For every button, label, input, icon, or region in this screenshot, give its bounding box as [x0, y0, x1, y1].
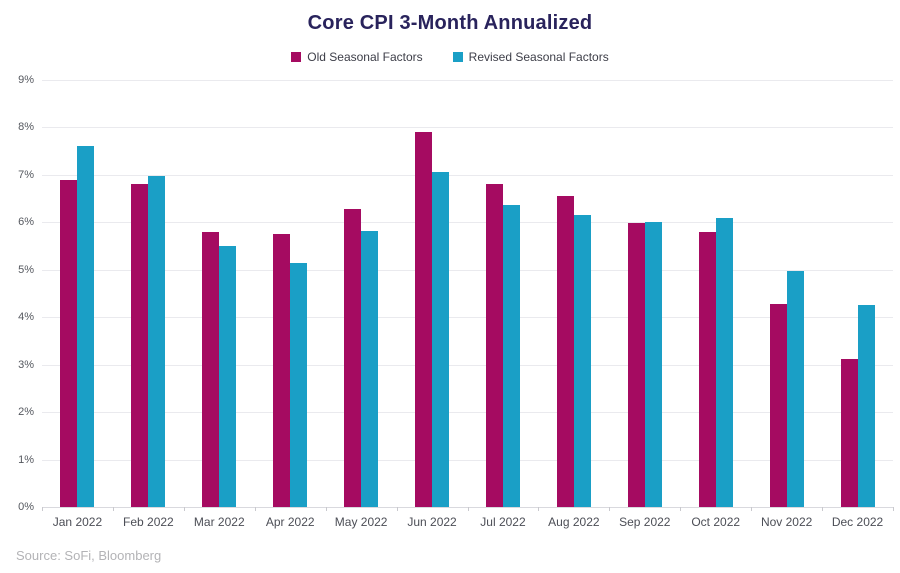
gridline-7pct [42, 174, 893, 176]
y-tick-label: 3% [18, 358, 34, 371]
bar-revised-dec-2022 [857, 305, 875, 507]
gridline-2pct [42, 412, 893, 414]
x-tick-label: Mar 2022 [193, 515, 245, 529]
legend-label: Revised Seasonal Factors [468, 50, 609, 64]
x-tick-label: Jan 2022 [52, 515, 103, 529]
x-tick-mark [112, 507, 114, 511]
bar-old-feb-2022 [131, 184, 149, 507]
bar-revised-oct-2022 [715, 217, 733, 507]
x-tick-label: Aug 2022 [548, 515, 600, 529]
bar-old-dec-2022 [840, 358, 858, 507]
x-tick-mark [396, 507, 398, 511]
bar-old-oct-2022 [698, 231, 716, 507]
x-tick-mark [680, 507, 682, 511]
y-tick-label: 4% [18, 311, 34, 324]
x-tick-label: Jul 2022 [480, 515, 526, 529]
bar-revised-feb-2022 [148, 176, 166, 507]
x-tick-label: Jun 2022 [407, 515, 457, 529]
gridline-6pct [42, 222, 893, 224]
bar-revised-aug-2022 [573, 215, 591, 507]
y-tick-label: 7% [18, 168, 34, 181]
plot-area [42, 80, 893, 508]
y-tick-label: 6% [18, 216, 34, 229]
bar-old-jun-2022 [415, 132, 433, 507]
bar-revised-may-2022 [361, 230, 379, 507]
x-tick-mark [751, 507, 753, 511]
legend-item-old: Old Seasonal Factors [291, 50, 423, 64]
gridline-5pct [42, 269, 893, 271]
x-tick-mark [325, 507, 327, 511]
x-tick-label: Nov 2022 [760, 515, 813, 529]
source-note: Source: SoFi, Bloomberg [16, 548, 162, 563]
x-tick-mark [254, 507, 256, 511]
x-tick-mark [42, 507, 43, 511]
y-tick-label: 9% [18, 74, 34, 86]
y-tick-label: 8% [18, 121, 34, 134]
gridline-4pct [42, 317, 893, 319]
legend-item-revised: Revised Seasonal Factors [452, 50, 609, 64]
bar-revised-jun-2022 [432, 171, 450, 507]
chart-legend: Old Seasonal Factors Revised Seasonal Fac… [0, 50, 900, 64]
x-tick-label: Sep 2022 [619, 515, 671, 529]
bar-revised-apr-2022 [290, 262, 308, 507]
x-tick-mark [893, 507, 894, 511]
x-tick-mark [467, 507, 469, 511]
bar-revised-sep-2022 [644, 222, 662, 507]
legend-swatch-icon [291, 52, 302, 62]
x-tick-label: Feb 2022 [123, 515, 174, 529]
bar-revised-nov-2022 [786, 271, 804, 507]
legend-swatch-icon [452, 52, 463, 62]
bar-old-aug-2022 [556, 196, 574, 507]
bar-revised-jul-2022 [502, 204, 520, 507]
x-tick-mark [609, 507, 611, 511]
bar-old-sep-2022 [627, 223, 645, 507]
y-tick-label: 0% [18, 501, 34, 513]
legend-label: Old Seasonal Factors [307, 50, 423, 64]
y-tick-label: 5% [18, 263, 34, 276]
gridline-3pct [42, 364, 893, 366]
x-tick-label: May 2022 [334, 515, 388, 529]
chart-title: Core CPI 3-Month Annualized [307, 12, 593, 34]
y-tick-label: 1% [18, 453, 34, 466]
x-tick-mark [538, 507, 540, 511]
gridline-8pct [42, 127, 893, 129]
gridline-9pct [42, 80, 893, 81]
bar-old-mar-2022 [202, 231, 220, 507]
gridline-1pct [42, 459, 893, 461]
x-tick-label: Apr 2022 [265, 515, 315, 529]
bar-old-apr-2022 [273, 234, 291, 507]
x-tick-label: Dec 2022 [831, 515, 884, 529]
bar-revised-mar-2022 [219, 246, 237, 507]
x-tick-mark [183, 507, 185, 511]
bar-old-nov-2022 [769, 304, 787, 507]
y-tick-label: 2% [18, 406, 34, 419]
bar-old-may-2022 [344, 209, 362, 507]
x-tick-mark [822, 507, 824, 511]
x-tick-label: Oct 2022 [691, 515, 741, 529]
bar-old-jul-2022 [485, 184, 503, 507]
bar-revised-jan-2022 [77, 146, 95, 507]
bar-old-jan-2022 [60, 179, 78, 507]
